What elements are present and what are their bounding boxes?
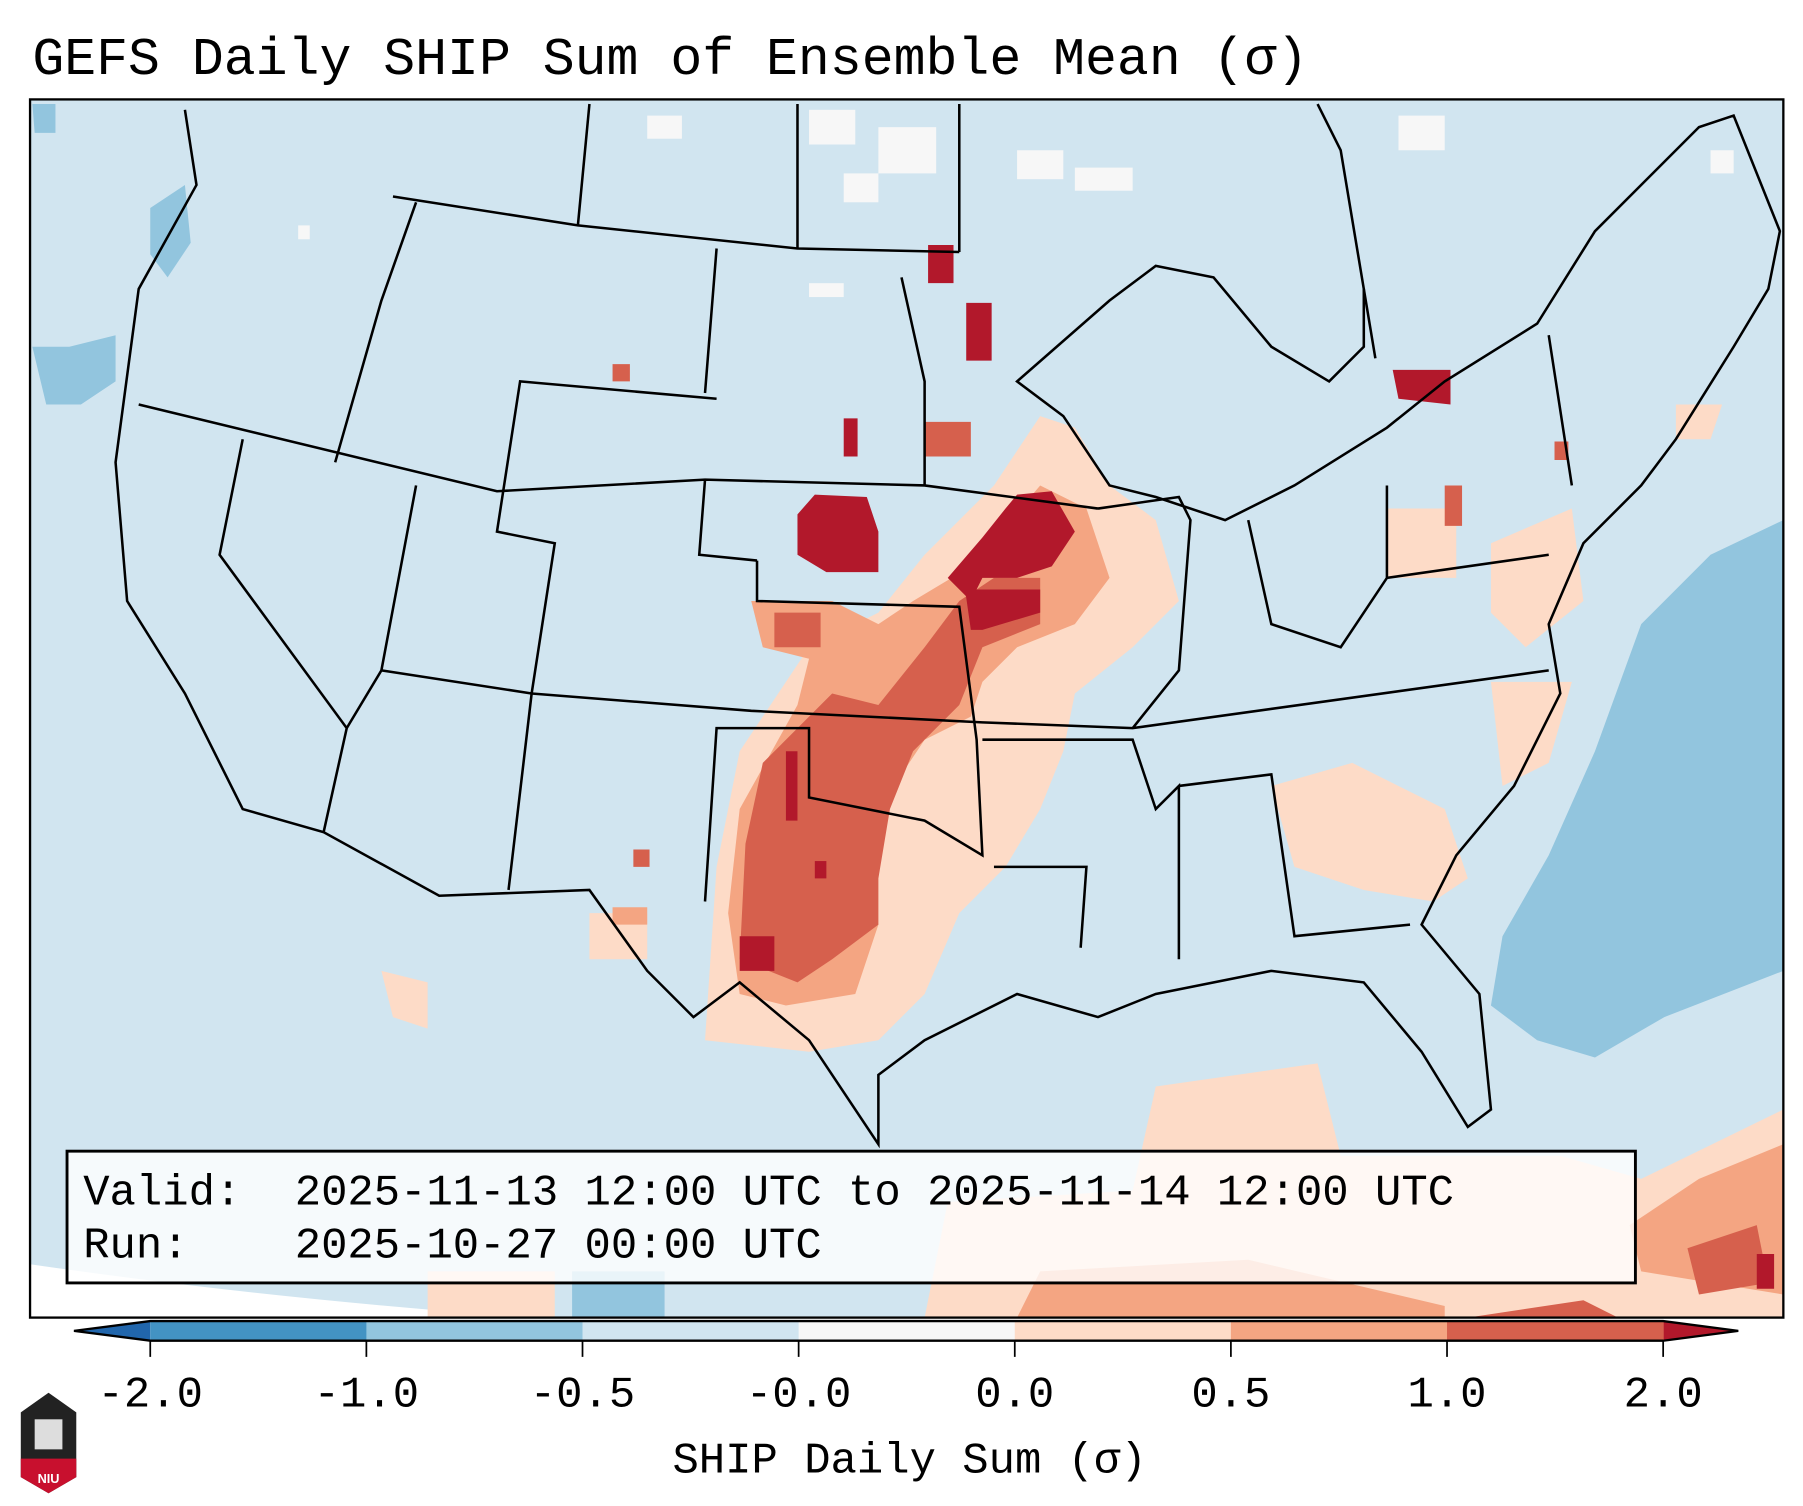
colorbar-segment — [1447, 1321, 1664, 1341]
colorbar-segment — [582, 1321, 800, 1341]
colorbar-extend-low — [73, 1321, 151, 1341]
colorbar-segment — [366, 1321, 584, 1341]
chart-title: GEFS Daily SHIP Sum of Ensemble Mean (σ) — [32, 30, 1308, 90]
colorbar-label: SHIP Daily Sum (σ) — [672, 1436, 1146, 1486]
run-value: 2025-10-27 00:00 UTC — [295, 1221, 822, 1271]
strong-positive-regions — [612, 364, 1769, 1318]
colorbar-tick-label: -2.0 — [98, 1371, 203, 1421]
valid-label: Valid: — [83, 1168, 241, 1218]
state-borders — [114, 103, 1782, 1149]
niu-logo: NIU — [20, 1392, 77, 1494]
colorbar-segment — [150, 1321, 367, 1341]
colorbar-segment — [1014, 1321, 1232, 1341]
colorbar-tick-label: -0.0 — [746, 1371, 851, 1421]
colorbar-tick-label: 0.0 — [975, 1371, 1054, 1421]
colorbar-tick-label: -1.0 — [314, 1371, 419, 1421]
logo-text: NIU — [38, 1471, 60, 1486]
run-label: Run: — [83, 1221, 188, 1271]
colorbar-extend-high — [1663, 1321, 1739, 1341]
extreme-positive-regions — [739, 245, 1775, 1289]
colorbar-tick-label: -0.5 — [530, 1371, 635, 1421]
colorbar-segment — [1230, 1321, 1448, 1341]
colorbar-tick-label: 1.0 — [1407, 1371, 1486, 1421]
colorbar: -2.0 -1.0 -0.5 -0.0 0.0 0.5 1.0 2.0 — [73, 1319, 1739, 1421]
valid-value: 2025-11-13 12:00 UTC to 2025-11-14 12:00… — [295, 1168, 1454, 1218]
map-edge — [30, 1264, 530, 1318]
info-box: Valid: 2025-11-13 12:00 UTC to 2025-11-1… — [65, 1149, 1637, 1285]
colorbar-tick-label: 2.0 — [1624, 1371, 1703, 1421]
colorbar-tick-label: 0.5 — [1191, 1371, 1270, 1421]
colorbar-segment — [798, 1321, 1016, 1341]
near-zero-patches — [298, 109, 1734, 298]
map-frame — [28, 98, 1785, 1319]
